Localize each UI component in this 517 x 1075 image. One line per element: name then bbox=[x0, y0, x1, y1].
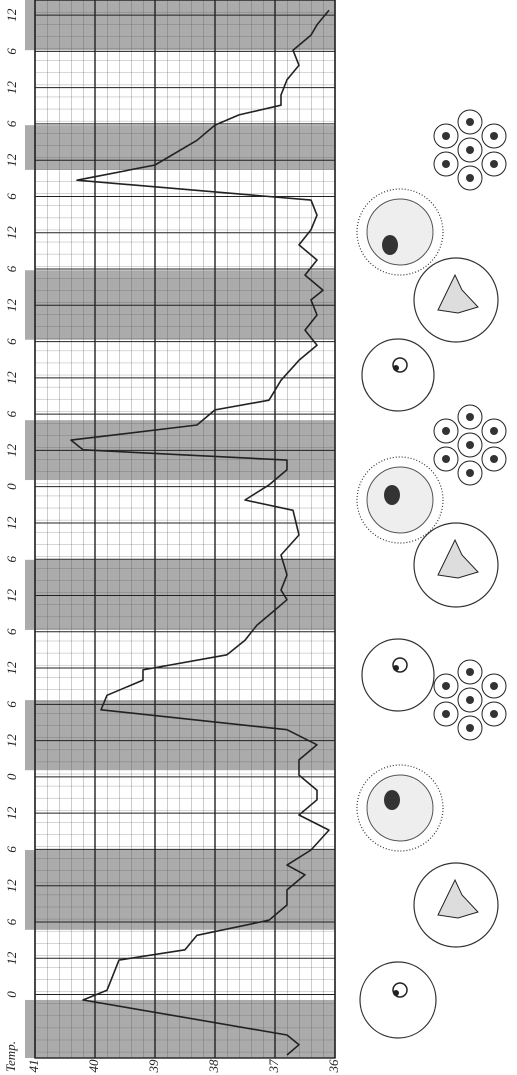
stippled-form bbox=[357, 189, 443, 275]
segmenter bbox=[434, 110, 506, 190]
x-tick-label: 6 bbox=[4, 555, 19, 562]
x-tick-label: 12 bbox=[4, 8, 19, 21]
y-tick-label: 38 bbox=[206, 1059, 221, 1074]
x-tick-label: 0 bbox=[4, 991, 19, 998]
x-tick-label: 12 bbox=[4, 589, 19, 603]
x-tick-label: 6 bbox=[4, 120, 19, 127]
stippled-form bbox=[357, 457, 443, 543]
x-tick-label: 0 bbox=[4, 773, 19, 780]
x-tick-label: 6 bbox=[4, 918, 19, 925]
x-tick-label: 12 bbox=[4, 298, 19, 312]
minor-grid bbox=[35, 0, 335, 1058]
x-tick-label: 12 bbox=[4, 806, 19, 820]
x-tick-label: 12 bbox=[4, 443, 19, 457]
y-tick-label: 39 bbox=[146, 1059, 161, 1074]
x-tick-label: 6 bbox=[4, 193, 19, 200]
x-tick-label: 12 bbox=[4, 516, 19, 530]
amoeboid-form bbox=[414, 863, 498, 947]
y-tick-label: 41 bbox=[26, 1060, 41, 1073]
x-tick-label: 12 bbox=[4, 734, 19, 748]
x-tick-label: 0 bbox=[4, 483, 19, 490]
x-tick-label: 12 bbox=[4, 153, 19, 167]
x-tick-label: 6 bbox=[4, 265, 19, 272]
x-tick-label: 6 bbox=[4, 701, 19, 708]
x-tick-label: 12 bbox=[4, 226, 19, 240]
amoeboid-form bbox=[414, 258, 498, 342]
segmenter bbox=[434, 660, 506, 740]
ring-form bbox=[362, 639, 434, 711]
x-tick-label: 6 bbox=[4, 846, 19, 853]
x-tick-label: 6 bbox=[4, 338, 19, 345]
segmenter bbox=[434, 405, 506, 485]
x-tick-label: 12 bbox=[4, 879, 19, 893]
y-tick-label: 37 bbox=[266, 1059, 281, 1074]
ring-form bbox=[360, 962, 436, 1038]
x-tick-label: 12 bbox=[4, 661, 19, 675]
axis-label: Temp. bbox=[3, 1041, 18, 1072]
ring-form bbox=[362, 339, 434, 411]
amoeboid-form bbox=[414, 523, 498, 607]
x-tick-label: 6 bbox=[4, 48, 19, 55]
y-tick-label: 40 bbox=[86, 1059, 101, 1073]
parasite-illustrations bbox=[357, 110, 506, 1038]
y-tick-label: 36 bbox=[326, 1059, 341, 1074]
x-tick-label: 6 bbox=[4, 628, 19, 635]
x-tick-label: 12 bbox=[4, 951, 19, 965]
x-tick-label: 6 bbox=[4, 410, 19, 417]
stippled-form bbox=[357, 765, 443, 851]
chart: 41 40 39 38 37 36 Temp. 12 6 12 6 12 6 12 6 12 6 12 6 12 0 12… bbox=[0, 0, 517, 1075]
x-tick-label: 12 bbox=[4, 81, 19, 95]
x-tick-label: 12 bbox=[4, 371, 19, 385]
